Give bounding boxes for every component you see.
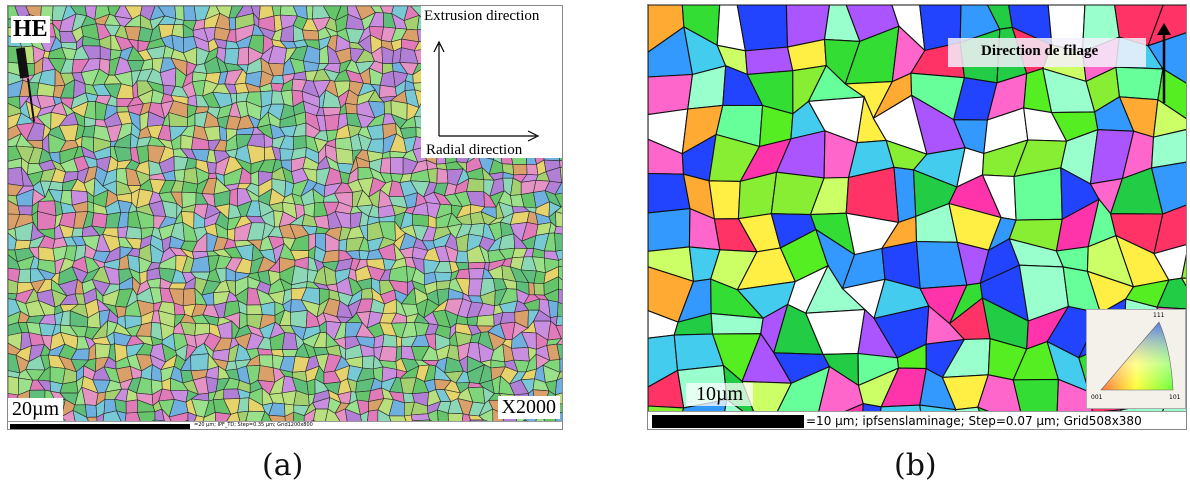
scale-bar-a bbox=[10, 424, 190, 429]
direction-label-box bbox=[948, 38, 1146, 67]
panel-b: Direction de filage bbox=[647, 4, 1187, 430]
extrusion-direction-label: Extrusion direction bbox=[424, 8, 540, 24]
radial-direction-label: Radial direction bbox=[426, 142, 523, 158]
ipf-label-001: 001 bbox=[1091, 394, 1103, 401]
magnification-label: X2000 bbox=[497, 396, 560, 419]
caption-b: (b) bbox=[894, 448, 937, 483]
scale-bar-b bbox=[652, 415, 804, 428]
scale-footer-b: =10 µm; ipfsenslaminage; Step=0.07 µm; G… bbox=[648, 411, 1186, 429]
caption-a: (a) bbox=[262, 448, 304, 483]
direction-legend-area bbox=[421, 6, 562, 158]
direction-de-filage-label: Direction de filage bbox=[981, 43, 1099, 59]
panel-a: Extrusion direction Radial direction HE … bbox=[7, 5, 563, 430]
scale-footer-a: =20 µm; IPF_TD; Step=0.35 µm; Grid1200x8… bbox=[8, 421, 562, 429]
scale-bar-label-a: 20µm bbox=[8, 398, 64, 421]
direction-arrow-b bbox=[1157, 23, 1171, 103]
footer-text-b: =10 µm; ipfsenslaminage; Step=0.07 µm; G… bbox=[806, 414, 1142, 428]
ipf-triangle bbox=[1100, 321, 1174, 391]
scale-bar-label-b: 10µm bbox=[686, 383, 754, 406]
ipf-label-111: 111 bbox=[1153, 312, 1165, 319]
ipf-legend-box: 111 001 101 bbox=[1086, 309, 1186, 409]
ipf-label-101: 101 bbox=[1169, 394, 1181, 401]
he-label: HE bbox=[11, 16, 50, 43]
direction-axes bbox=[433, 40, 540, 142]
footer-text-a: =20 µm; IPF_TD; Step=0.35 µm; Grid1200x8… bbox=[194, 422, 313, 428]
